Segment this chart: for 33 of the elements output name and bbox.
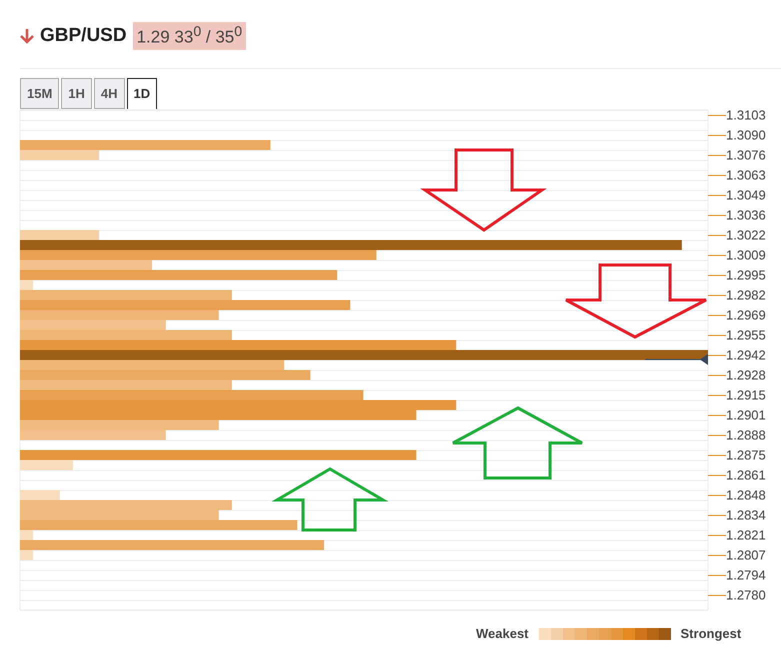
text: 15M	[20, 78, 60, 109]
y-tick-label: 1.3009	[726, 248, 766, 262]
y-tick-label: 1.2834	[726, 508, 766, 522]
chart-subtitle: 1.29 33$^{0}$ / 35$^{0}$	[132, 22, 246, 50]
y-tick-label: 1.3103	[726, 108, 766, 122]
y-tick-label: 1.2901	[726, 408, 766, 422]
y-tick-label: 1.2955	[726, 328, 766, 342]
y-tick-label: 1.2942	[726, 348, 766, 362]
y-tick-label: 1.2982	[726, 288, 766, 302]
text: 1D	[126, 78, 158, 109]
y-tick-label: 1.2995	[726, 268, 766, 282]
y-tick-label: 1.3076	[726, 148, 766, 162]
y-tick-label: 1.3036	[726, 208, 766, 222]
y-tick-label: 1.2915	[726, 388, 766, 402]
y-tick-label: 1.2969	[726, 308, 766, 322]
y-tick-label: 1.2807	[726, 548, 766, 562]
y-tick-label: 1.2861	[726, 468, 766, 482]
y-tick-label: 1.2794	[726, 568, 766, 582]
text: 1H	[61, 78, 92, 109]
y-tick-label: 1.2848	[726, 488, 766, 502]
y-tick-label: 1.2888	[726, 428, 766, 442]
y-tick-label: 1.2928	[726, 368, 766, 382]
text: 4H	[94, 78, 125, 109]
y-tick-label: 1.3022	[726, 228, 766, 242]
y-tick-label: 1.3049	[726, 188, 766, 202]
y-tick-label: 1.2780	[726, 588, 766, 602]
y-tick-label: 1.3063	[726, 168, 766, 182]
y-tick-label: 1.2875	[726, 448, 766, 462]
text: Weakest	[476, 626, 529, 641]
chart-title: GBP/USD	[40, 24, 127, 47]
y-tick-label: 1.2821	[726, 528, 766, 542]
y-tick-label: 1.3090	[726, 128, 766, 142]
text: Strongest	[680, 626, 742, 641]
